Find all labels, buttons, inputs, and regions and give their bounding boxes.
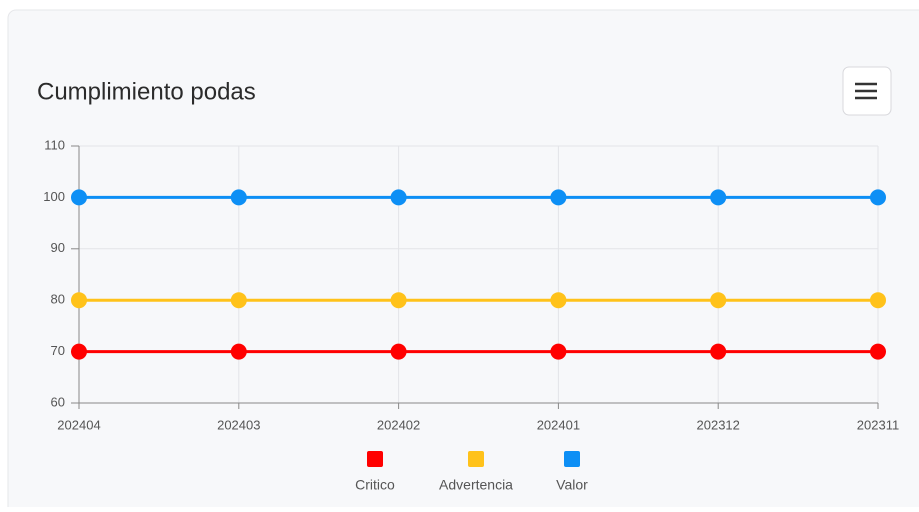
legend-swatch — [564, 451, 580, 467]
menu-button[interactable] — [842, 66, 892, 116]
y-tick-label: 80 — [51, 292, 65, 307]
point — [870, 292, 886, 309]
x-tick-label: 202404 — [57, 417, 100, 432]
legend-swatch — [468, 451, 484, 467]
point — [71, 292, 87, 309]
legend-label: Critico — [355, 477, 395, 493]
x-tick-label: 202312 — [697, 417, 740, 432]
x-tick-label: 202403 — [217, 417, 260, 432]
card — [7, 9, 919, 512]
point — [550, 292, 567, 309]
y-tick-label: 90 — [51, 240, 65, 255]
point — [870, 189, 886, 206]
y-tick-label: 70 — [51, 343, 65, 358]
point — [390, 292, 407, 309]
x-tick-label: 202402 — [377, 417, 420, 432]
menu-icon — [855, 82, 877, 100]
point — [230, 189, 247, 206]
x-tick-label: 202401 — [537, 417, 580, 432]
x-tick-label: 202311 — [857, 417, 899, 432]
point — [230, 343, 247, 360]
y-tick-label: 110 — [44, 137, 65, 152]
point — [230, 292, 247, 309]
point — [71, 189, 87, 206]
legend-label: Valor — [556, 477, 588, 493]
point — [71, 343, 87, 360]
point — [550, 343, 567, 360]
point — [710, 189, 727, 206]
point — [550, 189, 567, 206]
point — [390, 189, 407, 206]
point — [710, 292, 727, 309]
point — [870, 343, 886, 360]
point — [390, 343, 407, 360]
y-tick-label: 100 — [43, 189, 65, 204]
point — [710, 343, 727, 360]
legend-label: Advertencia — [439, 477, 513, 493]
chart-title: Cumplimiento podas — [37, 78, 256, 105]
legend-swatch — [367, 451, 383, 467]
y-tick-label: 60 — [51, 394, 65, 409]
